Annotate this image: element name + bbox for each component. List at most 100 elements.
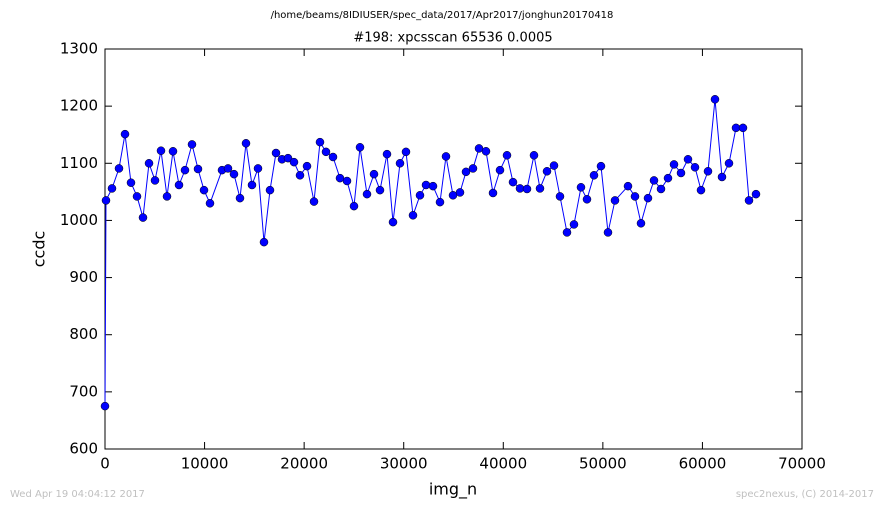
- plot-frame: [104, 48, 803, 450]
- data-point: [382, 149, 392, 159]
- data-line: [104, 99, 757, 407]
- data-point: [144, 159, 154, 168]
- data-point: [259, 237, 269, 247]
- x-tick-label: 0: [100, 455, 110, 473]
- x-tick-label: 60000: [679, 455, 727, 473]
- data-point: [610, 196, 620, 205]
- data-point: [562, 228, 572, 237]
- y-tick-label: 1300: [60, 40, 98, 58]
- data-point: [362, 189, 372, 199]
- data-point: [375, 185, 385, 195]
- data-point: [495, 165, 505, 175]
- data-point: [751, 189, 761, 199]
- data-point: [582, 195, 592, 204]
- data-point: [328, 152, 338, 162]
- data-point: [120, 129, 130, 139]
- data-point: [132, 192, 142, 201]
- y-tick-label: 900: [69, 268, 98, 286]
- data-point: [388, 217, 398, 227]
- data-point: [150, 176, 160, 185]
- data-point: [576, 183, 586, 192]
- data-point: [100, 401, 110, 411]
- data-point: [309, 197, 319, 206]
- data-point: [663, 173, 673, 183]
- data-point: [395, 159, 405, 168]
- footer-date: Wed Apr 19 04:04:12 2017: [10, 489, 145, 500]
- x-tick-label: 30000: [380, 455, 428, 473]
- data-point: [589, 171, 599, 180]
- y-tick-label: 800: [69, 325, 98, 343]
- y-tick-label: 600: [69, 440, 98, 458]
- data-point: [138, 213, 148, 222]
- data-point: [488, 188, 498, 198]
- data-point: [168, 147, 178, 156]
- data-point: [683, 155, 693, 164]
- data-point: [542, 167, 552, 176]
- data-point: [349, 201, 359, 211]
- data-point: [676, 168, 686, 178]
- data-point: [508, 177, 518, 187]
- data-point: [468, 164, 478, 173]
- data-point: [690, 163, 700, 172]
- x-tick-label: 10000: [181, 455, 229, 473]
- y-tick-label: 1100: [60, 154, 98, 172]
- data-point: [428, 181, 438, 191]
- data-point: [253, 164, 263, 173]
- data-point: [408, 211, 418, 220]
- data-point: [162, 192, 172, 201]
- data-point: [710, 95, 720, 104]
- data-point: [441, 152, 451, 161]
- data-point: [101, 196, 111, 205]
- data-point: [271, 148, 281, 158]
- data-point: [656, 184, 666, 194]
- data-point: [481, 147, 491, 156]
- data-point: [156, 146, 166, 155]
- data-point: [355, 143, 365, 152]
- y-tick-label: 700: [69, 382, 98, 400]
- data-point: [205, 199, 215, 208]
- data-point: [649, 176, 659, 185]
- data-point: [738, 123, 748, 133]
- data-point: [643, 193, 653, 203]
- data-point: [529, 151, 539, 160]
- x-tick-label: 70000: [778, 455, 826, 473]
- data-point: [630, 192, 640, 201]
- data-point: [421, 180, 431, 190]
- data-point: [223, 164, 233, 173]
- data-point: [180, 165, 190, 175]
- x-tick-label: 40000: [479, 455, 527, 473]
- x-axis-label: img_n: [429, 480, 477, 500]
- data-point: [199, 185, 209, 195]
- chart-suptitle: /home/beams/8IDIUSER/spec_data/2017/Apr2…: [271, 10, 614, 21]
- data-point: [435, 197, 445, 207]
- data-point: [717, 172, 727, 182]
- data-point: [241, 139, 251, 148]
- data-point: [535, 184, 545, 193]
- data-point: [289, 157, 299, 167]
- data-point: [636, 219, 646, 228]
- data-point: [107, 184, 117, 193]
- data-point: [247, 180, 257, 190]
- x-tick-label: 50000: [579, 455, 627, 473]
- data-point: [744, 196, 754, 205]
- footer-credit: spec2nexus, (C) 2014-2017: [736, 489, 874, 500]
- data-point: [603, 228, 613, 237]
- data-point: [623, 181, 633, 191]
- y-axis-label: ccdc: [30, 231, 49, 268]
- data-point: [669, 160, 679, 169]
- y-tick-label: 1200: [60, 97, 98, 115]
- data-point: [401, 147, 411, 157]
- y-tick-label: 1000: [60, 211, 98, 229]
- chart-title: #198: xpcsscan 65536 0.0005: [353, 31, 552, 46]
- data-point: [461, 167, 471, 177]
- data-point: [549, 161, 559, 170]
- data-point: [187, 140, 197, 149]
- data-point: [555, 192, 565, 201]
- x-tick-label: 20000: [280, 455, 328, 473]
- data-point: [114, 164, 124, 173]
- data-point: [265, 185, 275, 195]
- data-point: [193, 164, 203, 174]
- data-point: [502, 151, 512, 160]
- data-point: [696, 185, 706, 195]
